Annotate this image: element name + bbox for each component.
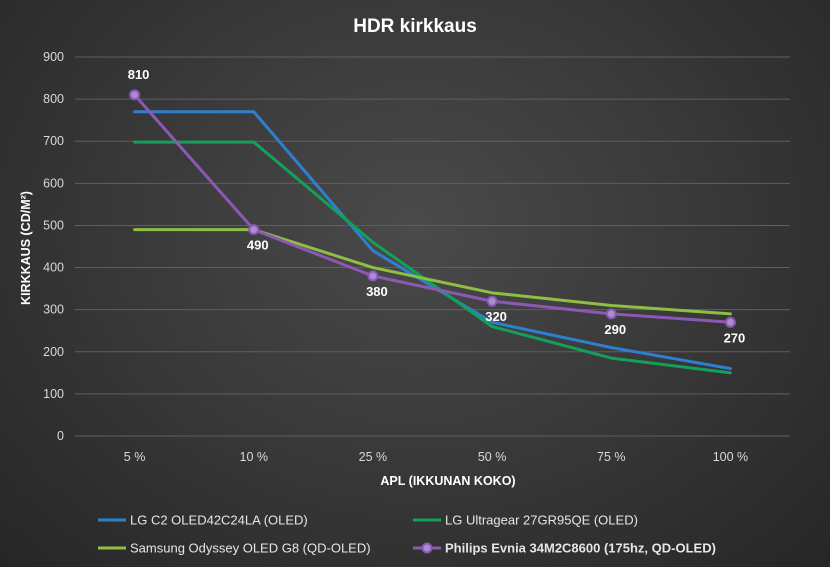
y-tick-label: 700 <box>43 134 64 148</box>
y-tick-label: 200 <box>43 345 64 359</box>
y-tick-label: 400 <box>43 261 64 275</box>
data-point <box>248 224 260 236</box>
data-point <box>367 270 379 282</box>
legend-marker <box>421 542 433 554</box>
legend-label: Samsung Odyssey OLED G8 (QD-OLED) <box>130 541 371 556</box>
x-tick-label: 75 % <box>597 450 626 464</box>
data-label: 380 <box>366 284 388 299</box>
x-tick-label: 10 % <box>240 450 269 464</box>
data-point <box>724 316 736 328</box>
y-tick-label: 300 <box>43 303 64 317</box>
legend-label: LG C2 OLED42C24LA (OLED) <box>130 513 308 528</box>
y-tick-label: 100 <box>43 387 64 401</box>
x-tick-label: 50 % <box>478 450 507 464</box>
data-label: 320 <box>485 309 507 324</box>
series-line <box>133 228 732 316</box>
y-tick-label: 600 <box>43 176 64 190</box>
series-line <box>133 110 732 371</box>
y-tick-label: 0 <box>57 429 64 443</box>
data-label: 490 <box>247 238 269 253</box>
x-axis-ticks: 5 % 10 % 25 % 50 % 75 % 100 % <box>124 450 748 464</box>
x-axis-title: APL (IKKUNAN KOKO) <box>380 474 515 488</box>
y-tick-label: 800 <box>43 92 64 106</box>
data-label: 810 <box>128 67 150 82</box>
x-tick-label: 100 % <box>713 450 748 464</box>
y-axis-title: KIRKKAUS (CD/M²) <box>19 191 33 305</box>
y-tick-label: 900 <box>43 50 64 64</box>
data-point <box>486 295 498 307</box>
series-line <box>133 93 732 324</box>
series-lines <box>129 89 736 375</box>
data-labels: 810 490 380 320 290 270 <box>128 67 746 345</box>
data-point <box>129 89 141 101</box>
x-tick-label: 25 % <box>359 450 388 464</box>
series-line <box>133 140 732 375</box>
gridlines <box>75 56 790 437</box>
legend: LG C2 OLED42C24LA (OLED) LG Ultragear 27G… <box>98 513 716 556</box>
data-label: 270 <box>724 330 746 345</box>
legend-label: Philips Evnia 34M2C8600 (175hz, QD-OLED) <box>445 541 716 556</box>
y-tick-label: 500 <box>43 218 64 232</box>
data-label: 290 <box>604 322 626 337</box>
data-point <box>605 308 617 320</box>
chart-title: HDR kirkkaus <box>353 16 477 37</box>
legend-label: LG Ultragear 27GR95QE (OLED) <box>445 513 638 528</box>
x-tick-label: 5 % <box>124 450 146 464</box>
y-axis-ticks: 0 100 200 300 400 500 600 700 800 900 <box>43 50 64 443</box>
